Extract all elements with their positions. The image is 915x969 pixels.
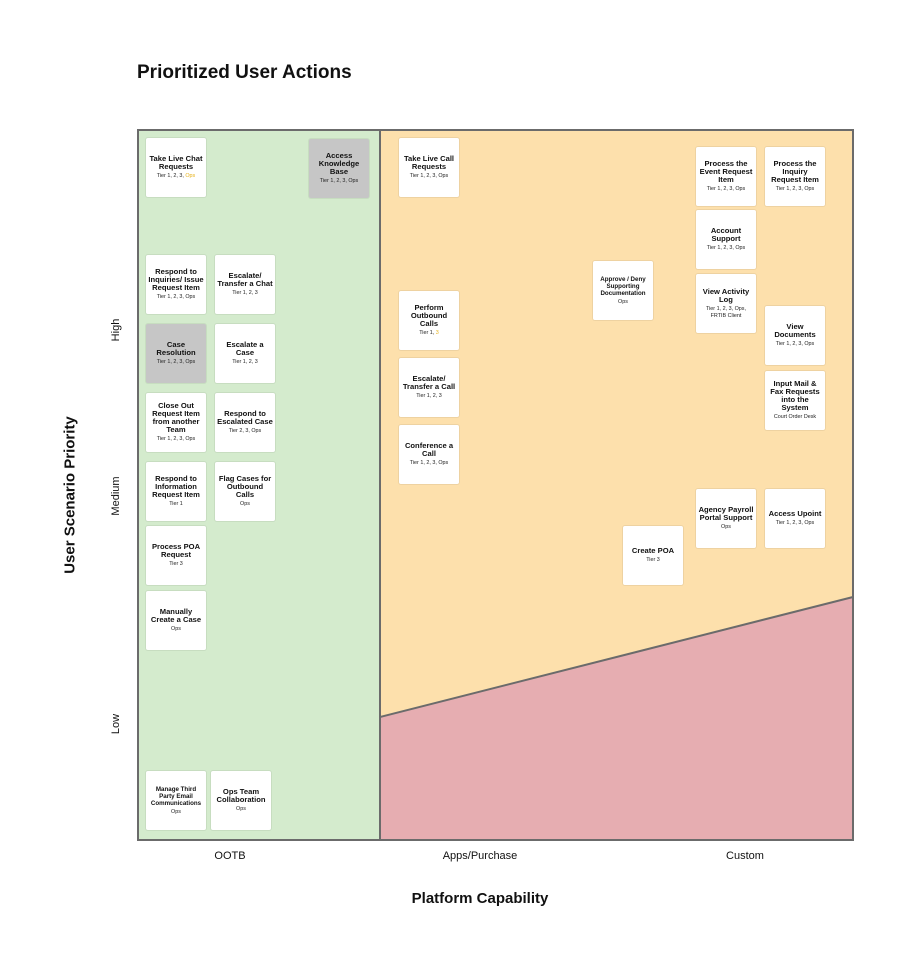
card-subtitle: Tier 1, 2, 3, Ops bbox=[706, 186, 746, 193]
board-border bbox=[137, 129, 854, 841]
card-respond-to-information-request[interactable]: Respond to Information Request Item Tier … bbox=[146, 462, 206, 521]
card-subtitle: Ops bbox=[236, 806, 246, 813]
x-level-ootb: OOTB bbox=[214, 850, 246, 862]
card-title: Account Support bbox=[710, 226, 742, 244]
y-level-medium: Medium bbox=[110, 476, 122, 516]
card-subtitle: Tier 1, 2, 3, Ops bbox=[156, 436, 196, 443]
card-subtitle: Tier 3 bbox=[646, 557, 660, 564]
card-title: Escalate/ Transfer a Call bbox=[402, 374, 456, 392]
card-subtitle: Ops bbox=[618, 298, 628, 305]
card-subtitle: Tier 1, 3 bbox=[419, 330, 439, 337]
x-level-apps-purchase: Apps/Purchase bbox=[442, 850, 518, 862]
card-subtitle: Ops bbox=[171, 808, 181, 815]
custom-region bbox=[380, 597, 853, 840]
card-process-inquiry-request[interactable]: Process the Inquiry Request Item Tier 1, … bbox=[765, 147, 825, 206]
card-title: View Activity Log bbox=[702, 287, 750, 305]
page-title: Prioritized User Actions bbox=[137, 62, 352, 83]
card-access-upoint[interactable]: Access Upoint Tier 1, 2, 3, Ops bbox=[765, 489, 825, 548]
card-title: Respond to Information Request Item bbox=[152, 474, 200, 500]
card-ops-team-collaboration[interactable]: Ops Team Collaboration Ops bbox=[211, 771, 271, 830]
card-title: Respond to Inquiries/ Issue Request Item bbox=[148, 267, 204, 293]
card-subtitle: Ops bbox=[171, 626, 181, 633]
card-case-resolution[interactable]: Case Resolution Tier 1, 2, 3, Ops bbox=[146, 324, 206, 383]
card-process-poa-request[interactable]: Process POA Request Tier 3 bbox=[146, 526, 206, 585]
card-title: Take Live Call Requests bbox=[403, 154, 455, 172]
card-title: Access Knowledge Base bbox=[318, 151, 360, 177]
card-flag-cases-outbound[interactable]: Flag Cases for Outbound Calls Ops bbox=[215, 462, 275, 521]
card-view-activity-log[interactable]: View Activity Log Tier 1, 2, 3, Ops, FRTI… bbox=[696, 274, 756, 333]
card-subtitle: Tier 1, 2, 3, Ops bbox=[156, 294, 196, 301]
card-view-documents[interactable]: View Documents Tier 1, 2, 3, Ops bbox=[765, 306, 825, 365]
card-subtitle: Tier 1, 2, 3, Ops bbox=[706, 245, 746, 252]
y-axis-title: User Scenario Priority bbox=[61, 416, 79, 574]
card-subtitle: Tier 1, 2, 3, Ops bbox=[775, 520, 815, 527]
card-subtitle: Ops bbox=[721, 524, 731, 531]
card-title: Close Out Request Item from another Team bbox=[152, 401, 200, 435]
card-input-mail-fax[interactable]: Input Mail & Fax Requests into the Syste… bbox=[765, 371, 825, 430]
card-title: Process the Inquiry Request Item bbox=[771, 159, 819, 185]
card-subtitle: Tier 2, 3, Ops bbox=[228, 428, 262, 435]
card-escalate-a-case[interactable]: Escalate a Case Tier 1, 2, 3 bbox=[215, 324, 275, 383]
card-perform-outbound-calls[interactable]: Perform Outbound Calls Tier 1, 3 bbox=[399, 291, 459, 350]
y-level-high: High bbox=[110, 318, 122, 342]
card-take-live-chat-requests[interactable]: Take Live Chat Requests Tier 1, 2, 3, Ops bbox=[146, 138, 206, 197]
x-axis-title: Platform Capability bbox=[411, 890, 549, 907]
card-title: Take Live Chat Requests bbox=[149, 154, 203, 172]
card-access-knowledge-base[interactable]: Access Knowledge Base Tier 1, 2, 3, Ops bbox=[309, 139, 369, 198]
card-title: Input Mail & Fax Requests into the Syste… bbox=[770, 379, 820, 413]
card-title: Process POA Request bbox=[151, 542, 201, 560]
card-subtitle: Tier 1 bbox=[169, 501, 183, 508]
card-subtitle: Tier 1, 2, 3, Ops bbox=[409, 173, 449, 180]
card-title: Create POA bbox=[631, 546, 675, 556]
card-respond-to-inquiries[interactable]: Respond to Inquiries/ Issue Request Item… bbox=[146, 255, 206, 314]
card-subtitle: Tier 1, 2, 3, Ops bbox=[775, 341, 815, 348]
x-level-custom: Custom bbox=[726, 850, 764, 862]
card-approve-deny-documentation[interactable]: Approve / Deny Supporting Documentation O… bbox=[593, 261, 653, 320]
card-subtitle: Tier 1, 2, 3 bbox=[232, 290, 258, 297]
card-escalate-transfer-call[interactable]: Escalate/ Transfer a Call Tier 1, 2, 3 bbox=[399, 358, 459, 417]
card-title: Escalate/ Transfer a Chat bbox=[217, 271, 273, 289]
card-title: Conference a Call bbox=[404, 441, 454, 459]
card-subtitle: Tier 1, 2, 3, Ops bbox=[775, 186, 815, 193]
card-subtitle: Tier 1, 2, 3, Ops bbox=[156, 359, 196, 366]
card-process-event-request[interactable]: Process the Event Request Item Tier 1, 2,… bbox=[696, 147, 756, 206]
card-create-poa[interactable]: Create POA Tier 3 bbox=[623, 526, 683, 585]
card-subtitle: Tier 1, 2, 3 bbox=[416, 393, 442, 400]
card-title: Manage Third Party Email Communications bbox=[150, 785, 202, 807]
card-subtitle: Tier 1, 2, 3, Ops bbox=[409, 460, 449, 467]
card-title: Manually Create a Case bbox=[150, 607, 202, 625]
card-subtitle: Tier 1, 2, 3, Ops bbox=[156, 173, 196, 180]
card-title: Case Resolution bbox=[156, 340, 196, 358]
card-title: Respond to Escalated Case bbox=[217, 409, 273, 427]
card-respond-to-escalated-case[interactable]: Respond to Escalated Case Tier 2, 3, Ops bbox=[215, 393, 275, 452]
card-account-support[interactable]: Account Support Tier 1, 2, 3, Ops bbox=[696, 210, 756, 269]
card-title: Perform Outbound Calls bbox=[410, 303, 448, 329]
card-conference-a-call[interactable]: Conference a Call Tier 1, 2, 3, Ops bbox=[399, 425, 459, 484]
card-agency-payroll-portal[interactable]: Agency Payroll Portal Support Ops bbox=[696, 489, 756, 548]
y-level-low: Low bbox=[110, 713, 122, 735]
card-subtitle: Tier 1, 2, 3 bbox=[232, 359, 258, 366]
card-close-out-request-item[interactable]: Close Out Request Item from another Team… bbox=[146, 393, 206, 452]
card-manually-create-case[interactable]: Manually Create a Case Ops bbox=[146, 591, 206, 650]
card-title: Approve / Deny Supporting Documentation bbox=[600, 275, 646, 297]
card-title: View Documents bbox=[774, 322, 816, 340]
card-subtitle: Tier 1, 2, 3, Ops bbox=[319, 178, 359, 185]
card-subtitle: Ops bbox=[240, 501, 250, 508]
card-manage-third-party-email[interactable]: Manage Third Party Email Communications O… bbox=[146, 771, 206, 830]
card-title: Agency Payroll Portal Support bbox=[698, 505, 754, 523]
card-title: Flag Cases for Outbound Calls bbox=[218, 474, 272, 500]
card-escalate-transfer-chat[interactable]: Escalate/ Transfer a Chat Tier 1, 2, 3 bbox=[215, 255, 275, 314]
region-divider-diagonal bbox=[379, 596, 854, 718]
card-title: Escalate a Case bbox=[226, 340, 264, 358]
card-title: Ops Team Collaboration bbox=[216, 787, 266, 805]
card-subtitle: Tier 1, 2, 3, Ops, FRTIB Client bbox=[706, 306, 746, 319]
card-take-live-call-requests[interactable]: Take Live Call Requests Tier 1, 2, 3, Ops bbox=[399, 138, 459, 197]
card-title: Access Upoint bbox=[768, 509, 822, 519]
card-subtitle: Court Order Desk bbox=[773, 414, 817, 421]
card-subtitle: Tier 3 bbox=[169, 561, 183, 568]
card-title: Process the Event Request Item bbox=[699, 159, 753, 185]
